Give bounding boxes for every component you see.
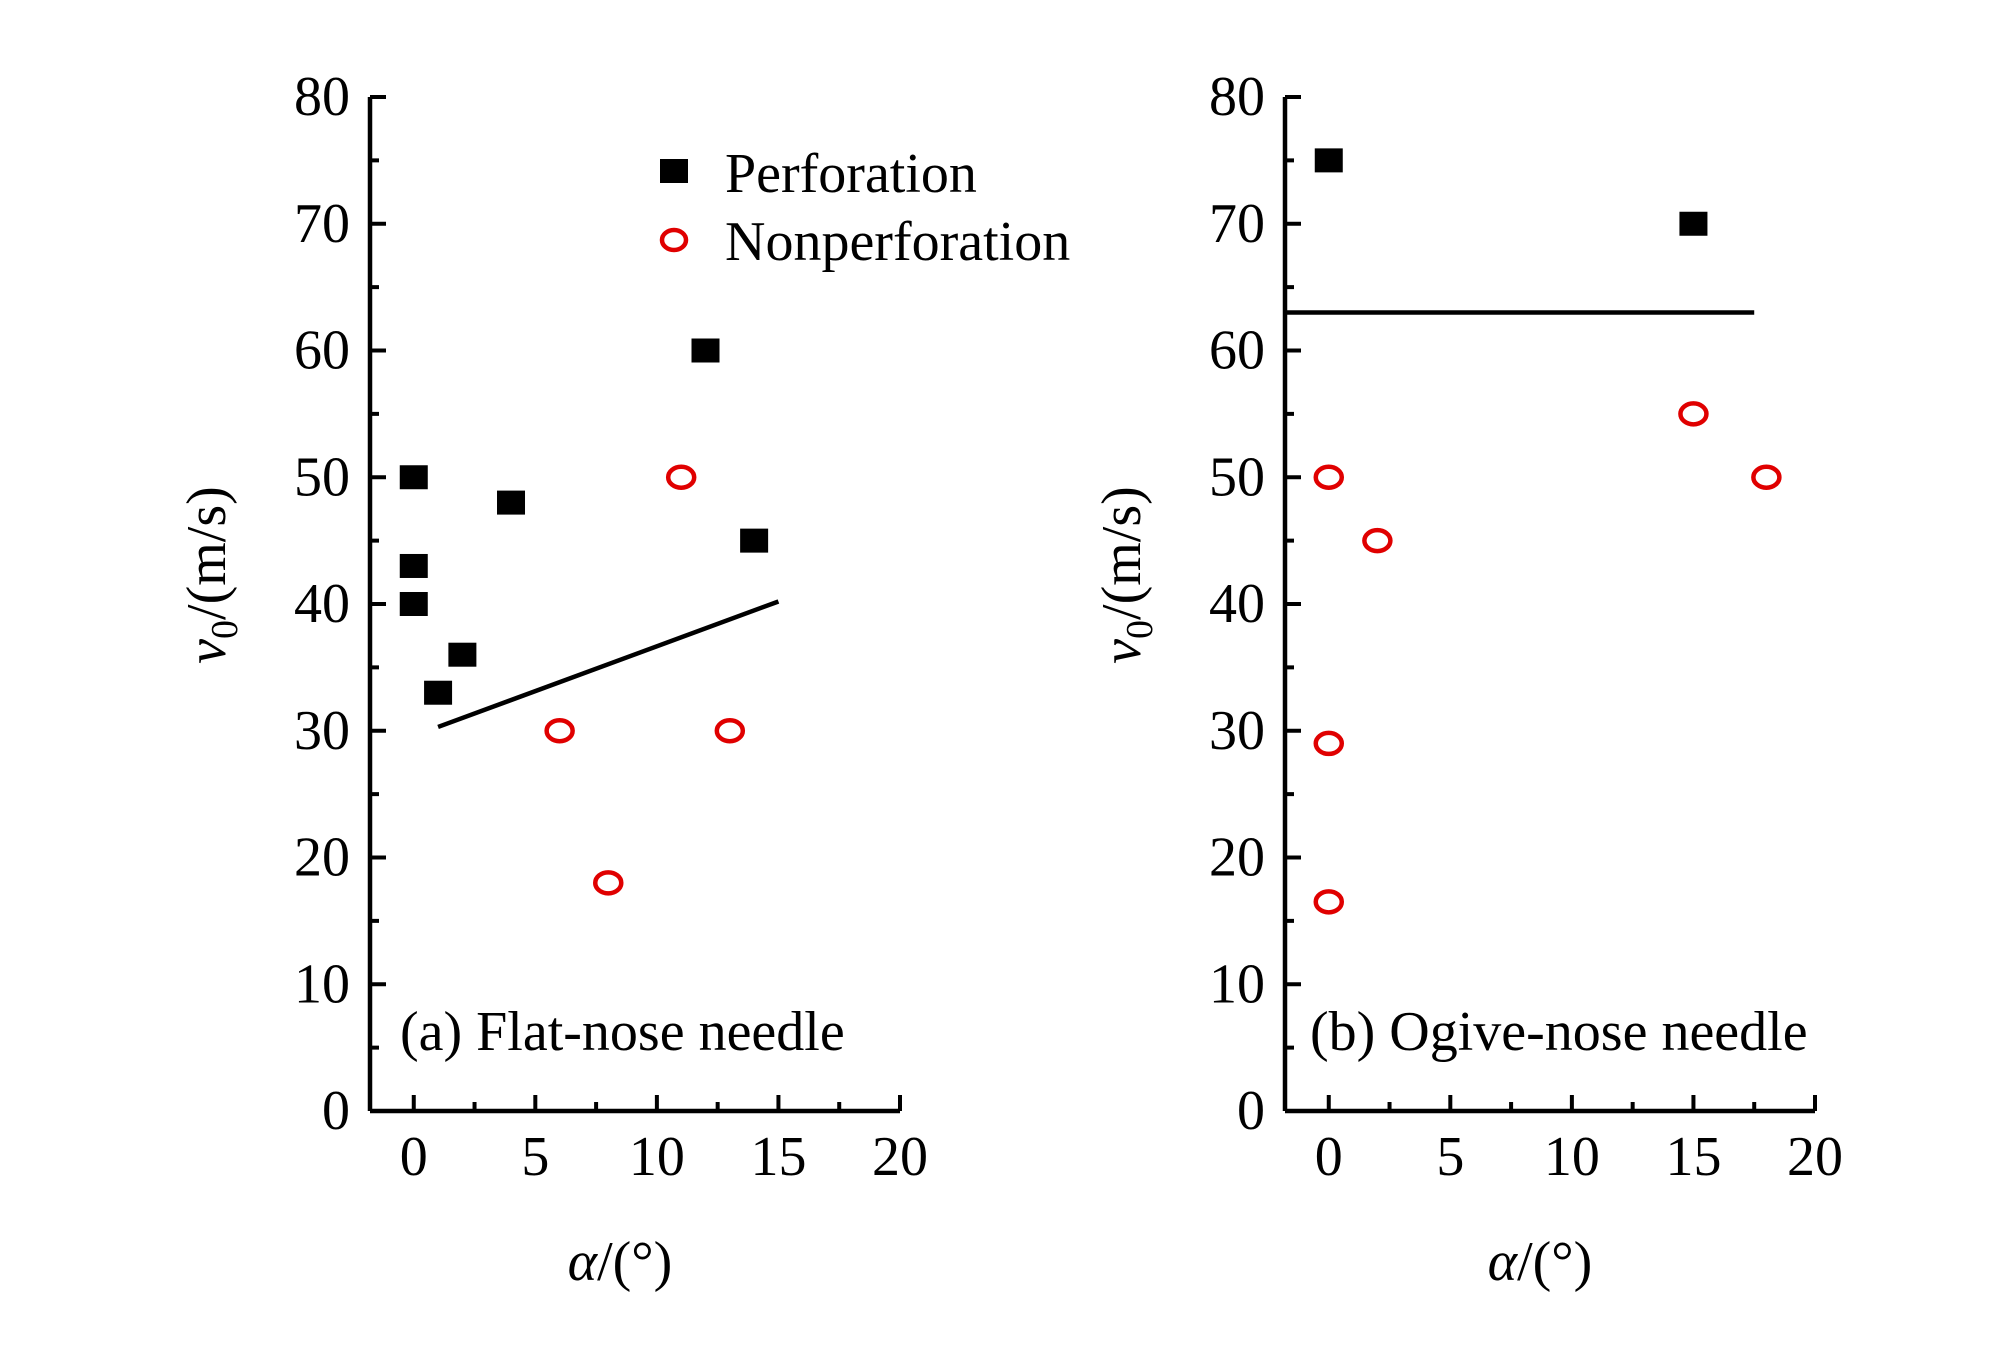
panel-a-x-tick-label: 20 bbox=[872, 1126, 928, 1188]
panel-b-title: (b) Ogive-nose needle bbox=[1310, 1001, 1808, 1063]
panel-a-y-tick-label: 30 bbox=[294, 700, 350, 762]
panel-a-points bbox=[399, 338, 769, 896]
panel-a-perforation-point bbox=[424, 680, 453, 705]
panel-b-x-tick-label: 20 bbox=[1787, 1126, 1843, 1188]
panel-a-x-tick-label: 5 bbox=[521, 1126, 549, 1188]
panel-b-xlabel-symbol: α bbox=[1488, 1231, 1519, 1293]
panel-a-perforation-point bbox=[740, 528, 769, 553]
panel-a-xlabel: α/(°) bbox=[568, 1231, 673, 1293]
panel-b-ylabel: v0/(m/s) bbox=[1091, 486, 1161, 664]
panel-b-axes bbox=[1282, 97, 1815, 1114]
panel-b-ogive-nose: 0 10 20 30 40 50 60 70 80 0 5 10 15 20 (b) Ogive-nose… bbox=[1091, 66, 1843, 1293]
panel-a-nonperforation-point bbox=[665, 464, 697, 490]
panel-a-x-tick-label: 10 bbox=[629, 1126, 685, 1188]
panel-a-ylabel-symbol: v bbox=[176, 639, 238, 664]
panel-b-x-tick-label: 0 bbox=[1315, 1126, 1343, 1188]
panel-a-x-tick-label: 15 bbox=[750, 1126, 806, 1188]
panel-b-xlabel: α/(°) bbox=[1488, 1231, 1593, 1293]
panel-a-nonperforation-point bbox=[544, 718, 575, 744]
panel-a-ylabel-unit: /(m/s) bbox=[176, 486, 238, 620]
panel-a-y-tick-label: 70 bbox=[294, 193, 350, 255]
panel-a-xlabel-symbol: α bbox=[568, 1231, 599, 1293]
legend: Perforation Nonperforation bbox=[659, 143, 1070, 273]
panel-a-ticks bbox=[370, 95, 902, 1113]
panel-b-y-tick-label: 10 bbox=[1209, 953, 1265, 1015]
panel-a-perforation-point bbox=[399, 465, 428, 490]
panel-b-perforation-point bbox=[1314, 148, 1343, 173]
panel-b-ylabel-symbol: v bbox=[1091, 639, 1153, 664]
panel-a-perforation-point bbox=[691, 338, 720, 363]
panel-a-y-tick-label: 20 bbox=[294, 827, 350, 889]
panel-a-perforation-point bbox=[399, 592, 428, 616]
panel-a-y-tick-label: 10 bbox=[294, 953, 350, 1015]
panel-b-ylabel-sub: 0 bbox=[1119, 620, 1161, 639]
legend-nonperforation-marker bbox=[659, 227, 689, 253]
panel-b-tick-labels: 0 10 20 30 40 50 60 70 80 0 5 10 15 20 bbox=[1209, 66, 1843, 1188]
panel-a-y-tick-label: 50 bbox=[294, 446, 350, 508]
panel-b-y-tick-label: 60 bbox=[1209, 320, 1265, 382]
panel-b-y-tick-label: 80 bbox=[1209, 66, 1265, 128]
panel-a-nonperforation-point bbox=[593, 870, 624, 896]
panel-a-ylabel: v0/(m/s) bbox=[176, 486, 246, 664]
panel-a-nonperforation-point bbox=[714, 718, 746, 744]
panel-b-nonperforation-point bbox=[1678, 401, 1709, 427]
panel-b-xlabel-unit: /(°) bbox=[1517, 1231, 1592, 1293]
panel-a-y-tick-label: 60 bbox=[294, 320, 350, 382]
panel-b-perforation-point bbox=[1679, 211, 1708, 236]
panel-a-y-tick-label: 40 bbox=[294, 573, 350, 635]
panel-b-nonperforation-point bbox=[1313, 464, 1345, 490]
panel-a-y-tick-label: 0 bbox=[322, 1080, 350, 1142]
legend-perforation-marker bbox=[660, 159, 688, 183]
panel-b-y-tick-label: 50 bbox=[1209, 446, 1265, 508]
panel-b-y-tick-label: 30 bbox=[1209, 700, 1265, 762]
legend-nonperforation-label: Nonperforation bbox=[725, 211, 1070, 273]
panel-b-ticks bbox=[1285, 95, 1817, 1113]
legend-perforation-label: Perforation bbox=[725, 143, 977, 205]
panel-b-y-tick-label: 70 bbox=[1209, 193, 1265, 255]
panel-b-points bbox=[1313, 148, 1782, 915]
panel-b-y-tick-label: 20 bbox=[1209, 827, 1265, 889]
panel-b-nonperforation-point bbox=[1313, 889, 1345, 915]
panel-a-flat-nose: 0 10 20 30 40 50 60 70 80 0 5 10 15 20 (a) Flat-nose … bbox=[176, 66, 1070, 1293]
panel-b-nonperforation-point bbox=[1751, 464, 1782, 490]
panel-b-y-tick-label: 0 bbox=[1237, 1080, 1265, 1142]
panel-a-threshold-line-group bbox=[437, 599, 780, 730]
panel-a-xlabel-unit: /(°) bbox=[597, 1231, 672, 1293]
panel-b-y-tick-label: 40 bbox=[1209, 573, 1265, 635]
panel-b-nonperforation-point bbox=[1362, 527, 1393, 554]
panel-b-ylabel-unit: /(m/s) bbox=[1091, 486, 1153, 620]
panel-a-tick-labels: 0 10 20 30 40 50 60 70 80 0 5 10 15 20 bbox=[294, 66, 928, 1188]
panel-a-x-tick-label: 0 bbox=[400, 1126, 428, 1188]
panel-a-perforation-point bbox=[497, 490, 526, 515]
panel-a-ylabel-sub: 0 bbox=[204, 620, 246, 639]
panel-a-perforation-point bbox=[448, 642, 477, 667]
panel-a-perforation-point bbox=[399, 553, 428, 578]
panel-b-nonperforation-point bbox=[1313, 730, 1345, 757]
panel-b-x-tick-label: 15 bbox=[1665, 1126, 1721, 1188]
panel-a-y-tick-label: 80 bbox=[294, 66, 350, 128]
panel-a-threshold-line bbox=[437, 599, 780, 730]
panel-b-x-tick-label: 10 bbox=[1544, 1126, 1600, 1188]
panel-a-title: (a) Flat-nose needle bbox=[400, 1001, 845, 1063]
panel-b-x-tick-label: 5 bbox=[1436, 1126, 1464, 1188]
